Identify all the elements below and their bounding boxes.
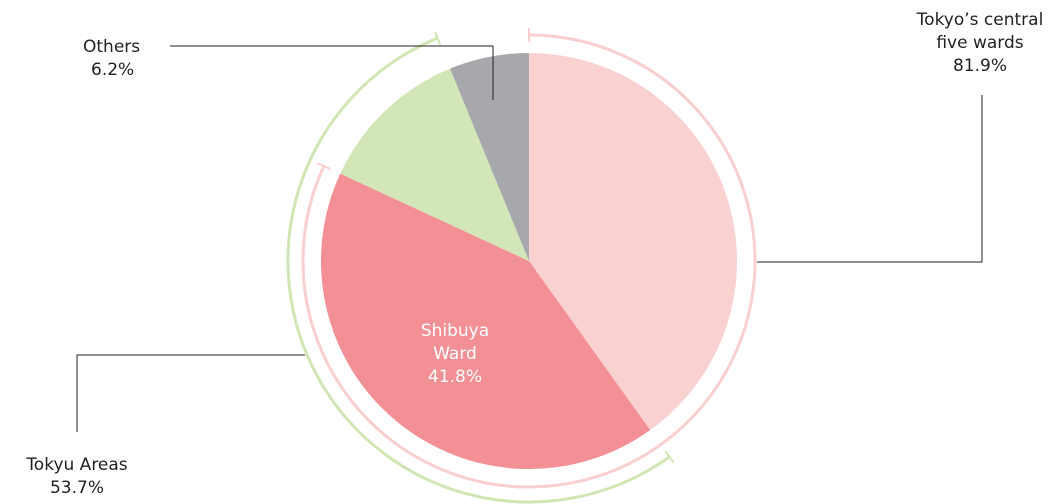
pie-slice bbox=[321, 173, 651, 470]
pie-slice bbox=[529, 53, 737, 431]
group-label: Tokyo’s central five wards 81.9% bbox=[902, 9, 1058, 78]
group-label: Tokyu Areas 53.7% bbox=[2, 454, 152, 500]
group-arc bbox=[286, 36, 671, 504]
group-arc bbox=[301, 33, 757, 489]
value-label: 41.8% bbox=[427, 367, 482, 387]
group-value: 81.9% bbox=[952, 56, 1007, 76]
arc-end-tick bbox=[664, 450, 675, 464]
group-name: Tokyo’s central five wards bbox=[916, 10, 1044, 53]
shibuya-label: Shibuya Ward 41.8% bbox=[405, 320, 505, 389]
group-name: Tokyu Areas bbox=[26, 455, 128, 475]
pie-slice bbox=[340, 68, 529, 261]
category-label: Shibuya Ward bbox=[420, 321, 490, 364]
group-value: 53.7% bbox=[49, 478, 104, 498]
value-label: 6.2% bbox=[91, 60, 135, 80]
pie-slice bbox=[450, 53, 529, 261]
arc-end-tick bbox=[317, 162, 331, 170]
leader-line bbox=[170, 45, 494, 100]
arc-end-tick bbox=[433, 31, 442, 45]
leader-line bbox=[757, 95, 983, 263]
others-label: Others 6.2% bbox=[57, 36, 177, 82]
leader-line bbox=[76, 354, 305, 432]
category-label: Others bbox=[83, 37, 141, 57]
